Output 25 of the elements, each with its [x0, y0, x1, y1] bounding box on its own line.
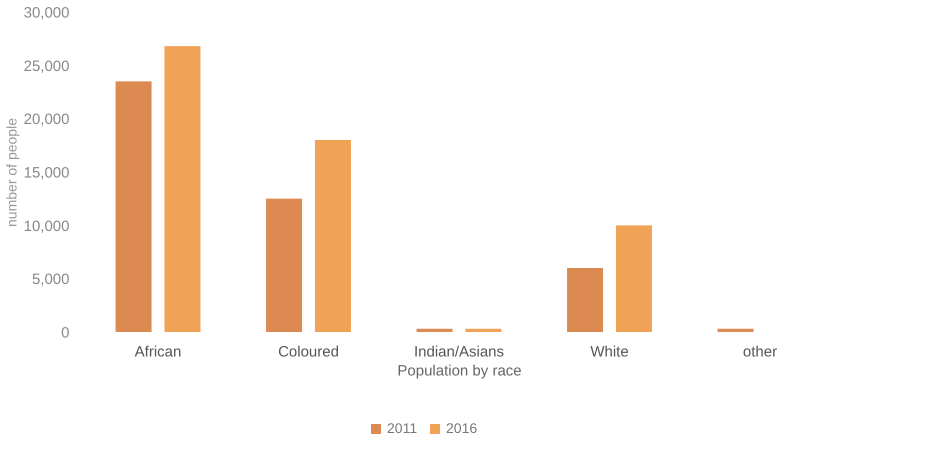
y-tick-label: 5,000 [32, 271, 70, 288]
bar [164, 46, 200, 332]
y-tick-label: 10,000 [24, 218, 70, 235]
bar [416, 328, 453, 332]
y-tick-label: 30,000 [24, 4, 70, 22]
bar [567, 268, 604, 332]
bar [616, 225, 652, 332]
x-axis-title: Population by race [397, 362, 522, 380]
y-axis-title: number of people [4, 118, 20, 227]
y-tick-label: 20,000 [24, 111, 70, 128]
x-tick-label: African [134, 344, 182, 360]
y-tick-label: 15,000 [24, 164, 70, 182]
y-tick-label: 0 [61, 324, 70, 342]
bar [718, 328, 754, 332]
x-tick-label: other [742, 344, 778, 360]
x-tick-label: White [590, 344, 629, 360]
x-tick-label: Coloured [278, 344, 339, 360]
x-tick-label: Indian/Asians [414, 344, 504, 360]
y-tick-label: 25,000 [24, 58, 70, 75]
bar [116, 81, 152, 332]
bar [314, 140, 351, 332]
bar [465, 328, 502, 332]
legend-label: 2011 [387, 420, 418, 436]
bar [266, 198, 302, 332]
legend-label: 2016 [446, 420, 478, 436]
